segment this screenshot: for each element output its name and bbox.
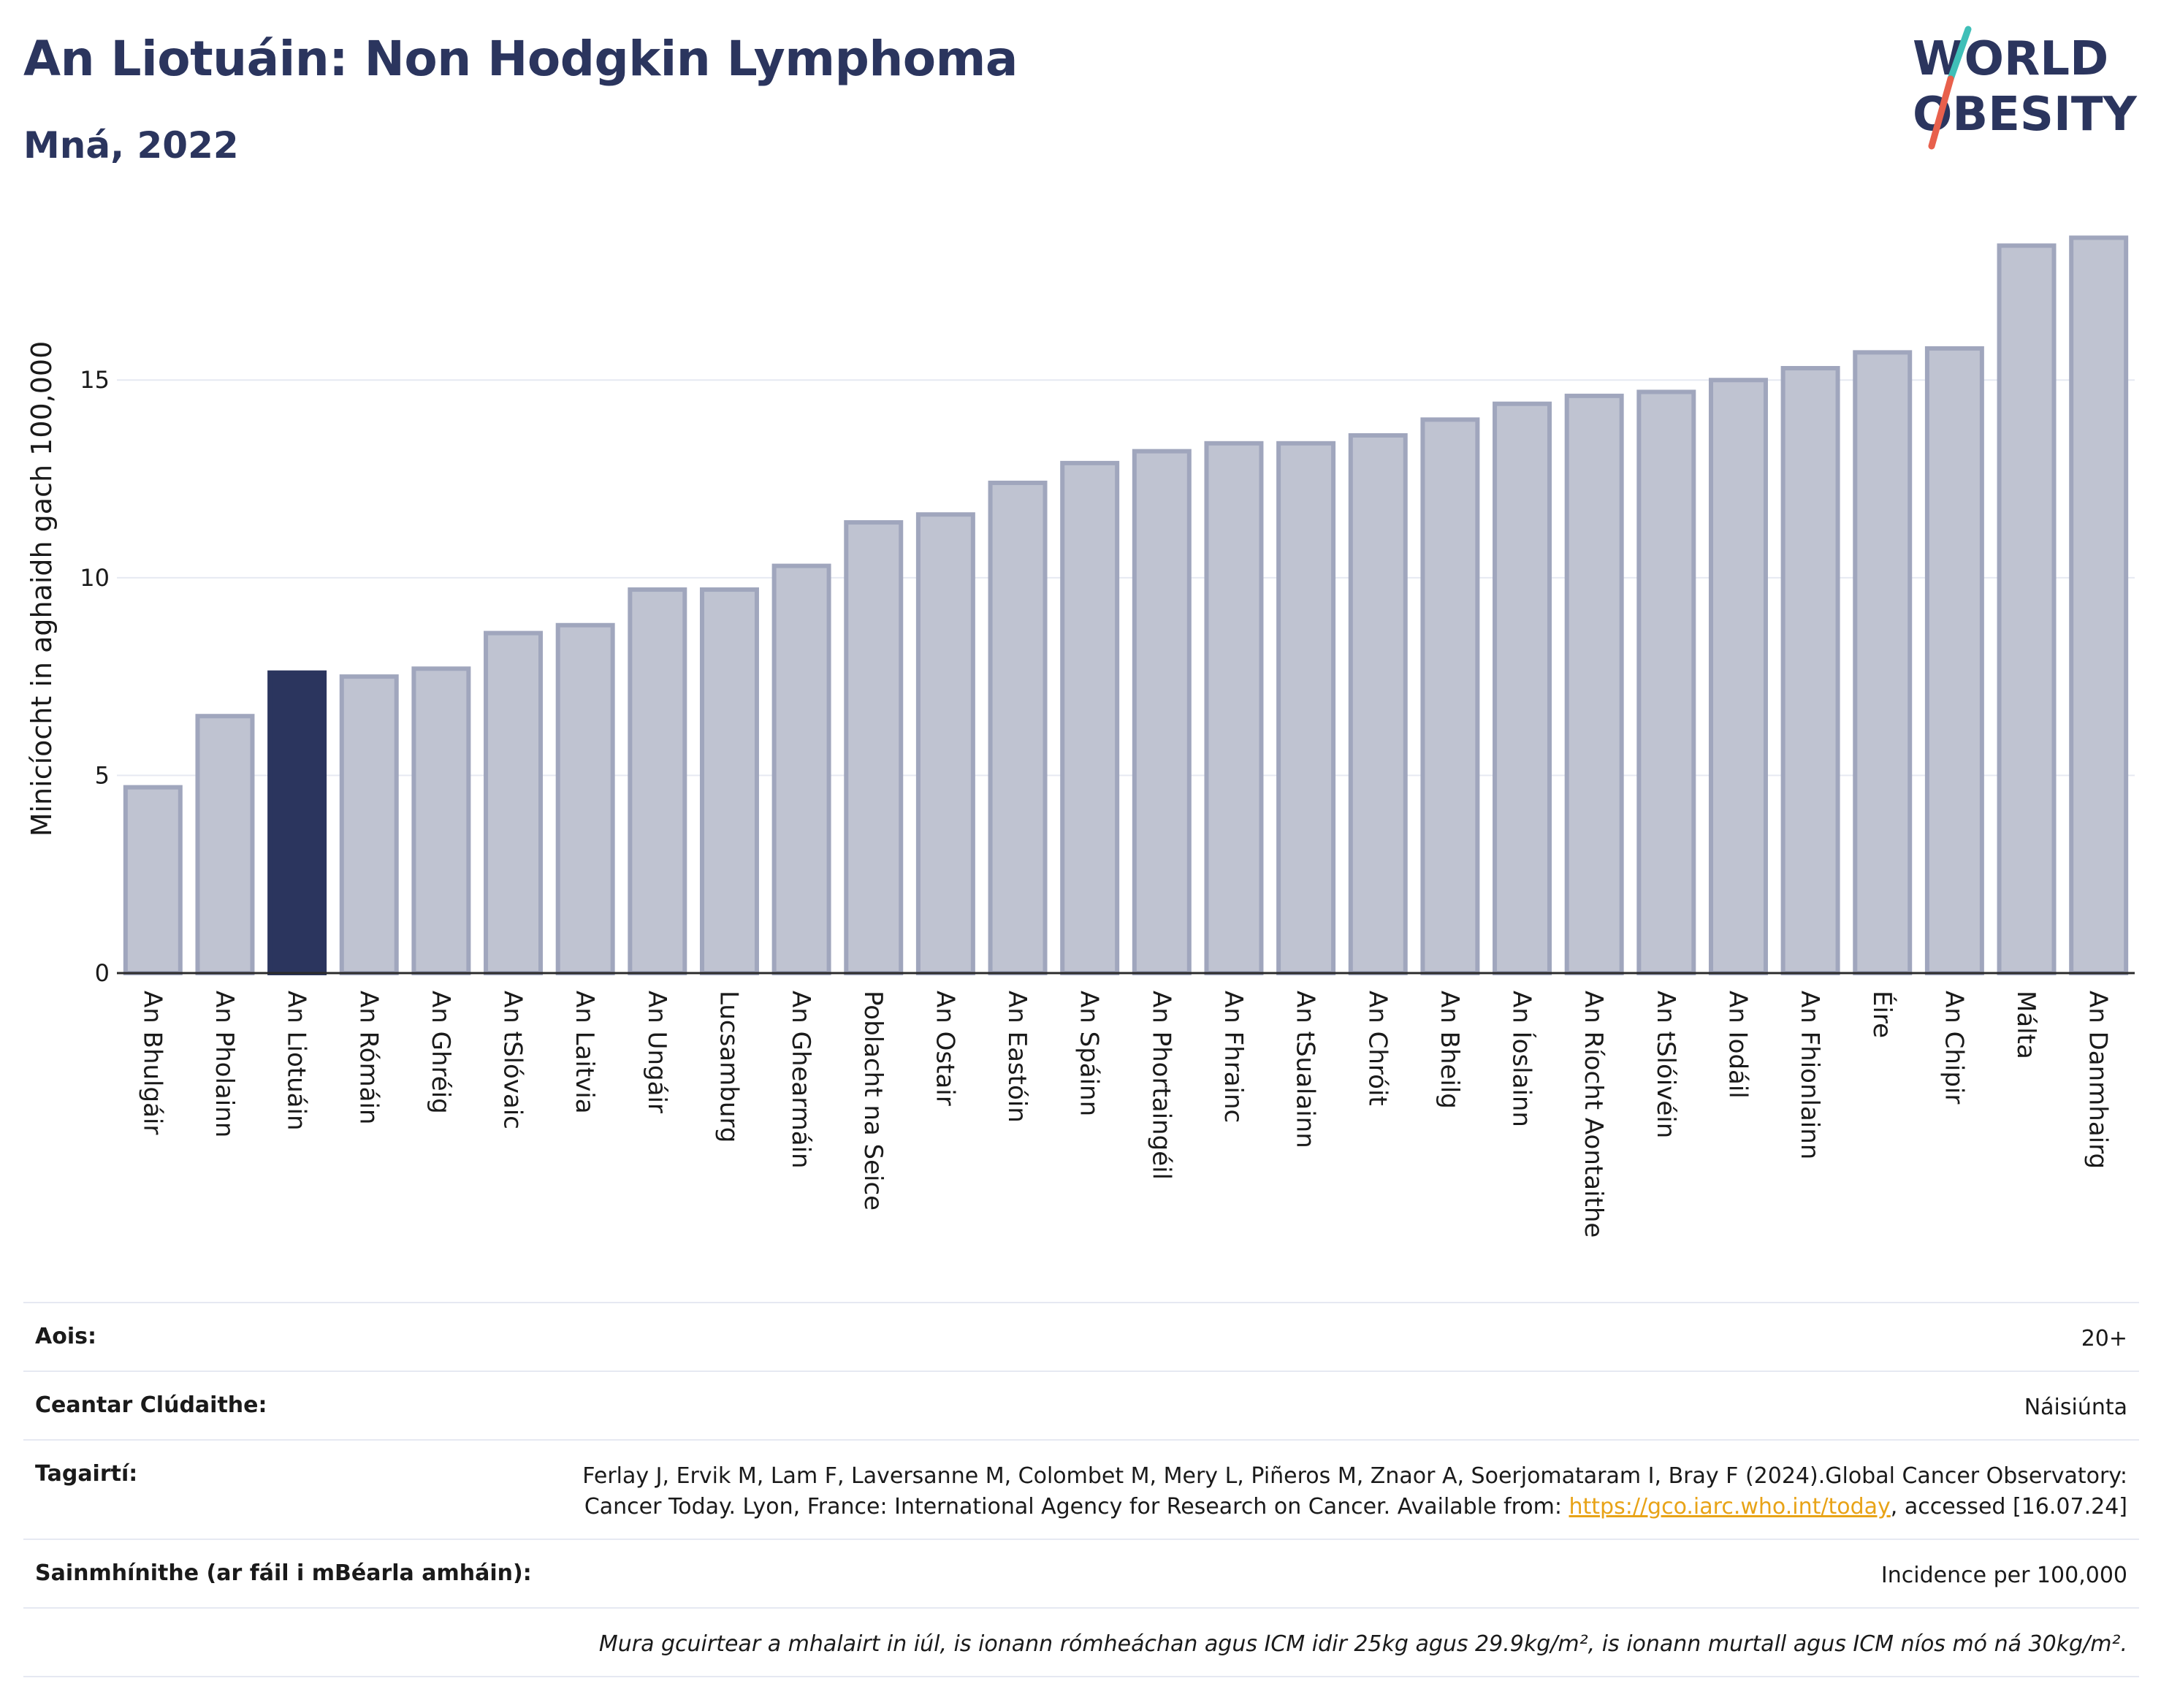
bar [1853, 350, 1913, 975]
x-tick-label: An Bheilg [1435, 991, 1464, 1109]
bar-chart: 0 5 10 15 Minicíocht in aghaidh gach 100,000… [26, 235, 2135, 1238]
footnote: Mura gcuirtear a mhalairt in iúl, is ion… [598, 1631, 2127, 1657]
references-text: Ferlay J, Ervik M, Lam F, Laversanne M, … [582, 1463, 2127, 1520]
x-tick-label: An Bhulgáir [137, 991, 167, 1135]
info-row-age: Aois: 20+ [23, 1302, 2139, 1370]
bar [988, 480, 1048, 975]
bar-highlighted [267, 670, 327, 975]
y-tick-label: 15 [80, 366, 110, 394]
x-tick-label: Poblacht na Seice [858, 991, 888, 1211]
bar [1493, 401, 1552, 975]
info-row-references: Tagairtí: Ferlay J, Ervik M, Lam F, Lave… [23, 1439, 2139, 1539]
x-tick-label: An Chipir [1939, 991, 1968, 1104]
bar [1564, 393, 1624, 975]
x-tick-label: An Spáinn [1075, 991, 1104, 1116]
logo-slash-bottom [1928, 75, 1954, 150]
bar [1636, 389, 1696, 975]
x-tick-label: An Liotuáin [282, 991, 311, 1131]
age-value: 20+ [2081, 1326, 2127, 1351]
x-tick-label: An Iodáil [1723, 991, 1752, 1099]
bar [1420, 417, 1480, 975]
bar [1780, 366, 1840, 975]
page-title: An Liotuáin: Non Hodgkin Lymphoma [23, 31, 1018, 87]
info-row-note: Mura gcuirtear a mhalairt in iúl, is ion… [23, 1607, 2139, 1677]
x-tick-label: An Ríocht Aontaithe [1579, 991, 1608, 1238]
bar [339, 674, 399, 976]
bar [1348, 433, 1408, 975]
world-obesity-logo: WORLD OBESITY [1913, 26, 2137, 150]
bar [195, 714, 255, 975]
bar [1708, 378, 1768, 975]
info-table: Aois: 20+ Ceantar Clúdaithe: Náisiúnta T… [23, 1302, 2139, 1677]
y-tick-label: 0 [95, 959, 110, 987]
x-tick-label: An Íoslainn [1507, 991, 1537, 1127]
x-tick-label: An Ungáir [642, 991, 671, 1113]
x-tick-label: An Pholainn [210, 991, 239, 1137]
definitions-label: Sainmhínithe (ar fáil i mBéarla amháin): [35, 1560, 532, 1586]
x-tick-label: Lucsamburg [714, 991, 743, 1143]
bar [1204, 441, 1264, 975]
definitions-value: Incidence per 100,000 [1880, 1563, 2127, 1588]
bar [1276, 441, 1336, 975]
bar [771, 563, 831, 975]
bar [628, 587, 687, 975]
x-tick-label: An Laitvia [570, 991, 599, 1114]
bar [699, 587, 759, 975]
y-tick-label: 10 [80, 564, 110, 592]
bar [1132, 449, 1192, 975]
x-tick-label: An Ghearmáin [786, 991, 815, 1169]
x-tick-label: An Fhrainc [1219, 991, 1248, 1123]
x-tick-label: Éire [1867, 991, 1897, 1038]
x-tick-label: Málta [2011, 991, 2040, 1059]
x-tick-label: An Ostair [930, 991, 959, 1106]
bar [123, 785, 183, 976]
bar [411, 666, 471, 975]
bar [2069, 235, 2129, 976]
references-label: Tagairtí: [35, 1461, 138, 1487]
age-label: Aois: [35, 1324, 96, 1349]
info-row-area: Ceantar Clúdaithe: Náisiúnta [23, 1370, 2139, 1439]
y-axis-label: Minicíocht in aghaidh gach 100,000 [26, 341, 58, 837]
bar [1060, 460, 1120, 975]
x-tick-label: An Phortaingéil [1146, 991, 1175, 1180]
x-tick-label: An tSlóivéin [1651, 991, 1680, 1138]
references-link[interactable]: https://gco.iarc.who.int/today [1569, 1494, 1891, 1520]
bar [484, 630, 544, 976]
bar [1997, 243, 2057, 975]
info-row-definitions: Sainmhínithe (ar fáil i mBéarla amháin):… [23, 1539, 2139, 1607]
bar [844, 520, 904, 975]
bar [555, 622, 615, 975]
x-tick-label: An Rómáin [354, 991, 383, 1124]
logo-word-world: WORLD [1913, 32, 2108, 86]
x-tick-label: An Chróit [1362, 991, 1392, 1106]
logo-slash-top [1947, 26, 1972, 83]
y-tick-label: 5 [95, 761, 110, 789]
x-tick-label: An tSlóvaic [498, 991, 527, 1129]
references-suffix: , accessed [16.07.24] [1890, 1494, 2127, 1520]
x-tick-label: An tSualainn [1291, 991, 1320, 1148]
x-tick-label: An Eastóin [1002, 991, 1032, 1123]
x-tick-label: An Ghréig [426, 991, 455, 1114]
bar [915, 512, 975, 975]
area-value: Náisiúnta [2024, 1395, 2127, 1420]
area-label: Ceantar Clúdaithe: [35, 1392, 267, 1418]
bar [1924, 346, 1984, 975]
x-tick-label: An Fhionlainn [1795, 991, 1824, 1159]
page-subtitle: Mná, 2022 [23, 124, 239, 167]
references-value: Ferlay J, Ervik M, Lam F, Laversanne M, … [579, 1461, 2127, 1522]
x-tick-label: An Danmhairg [2084, 991, 2113, 1169]
logo-word-obesity: OBESITY [1913, 88, 2137, 142]
